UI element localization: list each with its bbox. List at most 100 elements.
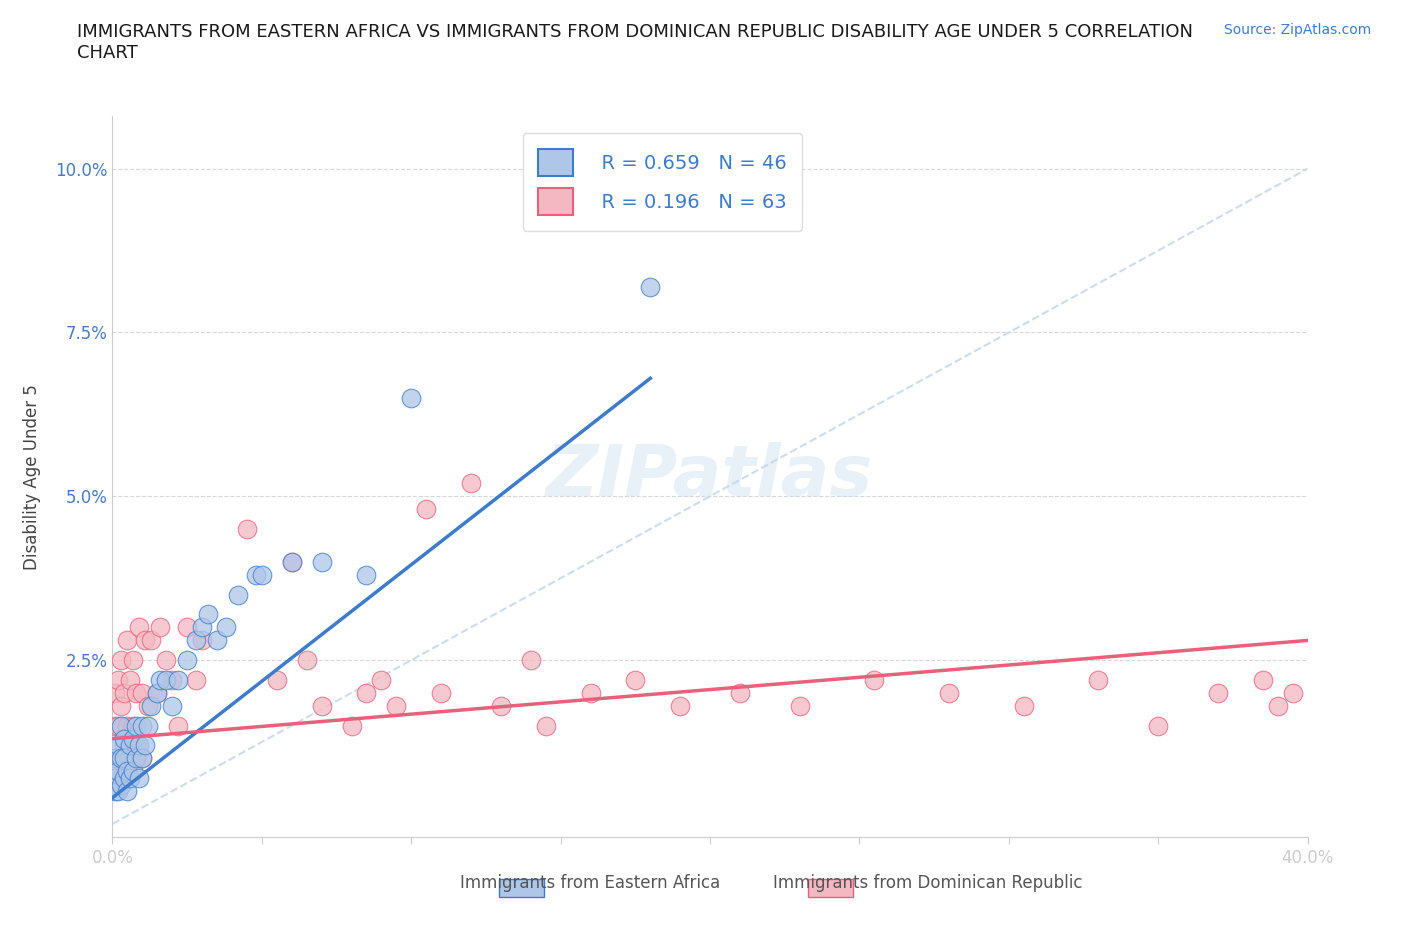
Point (110, 751, 132, 765)
Point (370, 672, 392, 687)
Point (120, 771, 142, 786)
Point (120, 751, 142, 765)
Point (141, 633, 163, 648)
Point (107, 764, 129, 779)
Text: IMMIGRANTS FROM EASTERN AFRICA VS IMMIGRANTS FROM DOMINICAN REPUBLIC DISABILITY : IMMIGRANTS FROM EASTERN AFRICA VS IMMIGR… (77, 23, 1194, 62)
Text: ZIPatlas: ZIPatlas (547, 442, 873, 512)
Point (356, 567, 378, 582)
Point (122, 764, 145, 779)
Point (128, 620, 150, 635)
Point (311, 698, 333, 713)
Point (176, 620, 198, 635)
Point (250, 567, 273, 582)
Point (110, 777, 132, 792)
Point (122, 718, 145, 733)
Point (1251, 672, 1274, 687)
Point (131, 718, 153, 733)
Point (624, 672, 647, 687)
Point (107, 672, 129, 687)
Text: Immigrants from Dominican Republic: Immigrants from Dominican Republic (773, 874, 1083, 892)
Point (191, 620, 214, 635)
Point (938, 685, 960, 700)
Point (155, 653, 177, 668)
Point (430, 685, 453, 700)
Point (104, 751, 127, 765)
Point (117, 764, 139, 779)
Point (131, 751, 153, 765)
Point (266, 672, 288, 687)
Point (104, 784, 127, 799)
Point (107, 764, 129, 779)
Text: Source: ZipAtlas.com: Source: ZipAtlas.com (1223, 23, 1371, 37)
Point (489, 698, 512, 713)
Point (131, 685, 153, 700)
Point (122, 731, 145, 746)
Point (104, 751, 127, 765)
Point (107, 784, 129, 799)
Point (114, 751, 135, 765)
Point (205, 633, 228, 648)
Point (197, 606, 219, 621)
Point (117, 633, 139, 648)
Point (104, 685, 127, 700)
Point (125, 737, 148, 752)
Point (162, 698, 183, 713)
Point (110, 653, 132, 668)
Point (149, 620, 172, 635)
Point (114, 685, 135, 700)
Point (1087, 672, 1109, 687)
Point (1267, 698, 1289, 713)
Point (728, 685, 751, 700)
Point (128, 771, 150, 786)
Point (520, 653, 543, 668)
Point (104, 718, 127, 733)
Point (146, 685, 169, 700)
Point (125, 751, 148, 765)
Point (191, 633, 214, 648)
Point (162, 672, 183, 687)
Point (117, 784, 139, 799)
Point (579, 685, 602, 700)
Point (534, 718, 557, 733)
Point (110, 718, 132, 733)
Point (128, 737, 150, 752)
Point (640, 279, 662, 294)
Point (155, 672, 177, 687)
Point (340, 718, 363, 733)
Point (125, 718, 148, 733)
Point (120, 737, 142, 752)
Point (669, 698, 692, 713)
Point (186, 633, 208, 648)
Point (138, 698, 160, 713)
Point (311, 554, 333, 569)
Point (134, 737, 156, 752)
Point (117, 718, 139, 733)
Y-axis label: Disability Age Under 5: Disability Age Under 5 (24, 384, 41, 569)
Point (863, 672, 886, 687)
Point (226, 587, 249, 602)
Text: Immigrants from Eastern Africa: Immigrants from Eastern Africa (460, 874, 721, 892)
Point (107, 718, 129, 733)
Point (149, 672, 172, 687)
Point (245, 567, 267, 582)
Legend:   R = 0.659   N = 46,   R = 0.196   N = 63: R = 0.659 N = 46, R = 0.196 N = 63 (523, 133, 801, 231)
Point (356, 685, 378, 700)
Point (281, 554, 304, 569)
Point (114, 737, 135, 752)
Point (460, 476, 482, 491)
Point (141, 698, 163, 713)
Point (1012, 698, 1035, 713)
Point (120, 672, 142, 687)
Point (1281, 685, 1303, 700)
Point (110, 751, 132, 765)
Point (107, 737, 129, 752)
Point (176, 653, 198, 668)
Point (134, 633, 156, 648)
Point (167, 718, 190, 733)
Point (281, 554, 304, 569)
Point (138, 718, 160, 733)
Point (122, 653, 145, 668)
Point (114, 731, 135, 746)
Point (789, 698, 811, 713)
Point (110, 698, 132, 713)
